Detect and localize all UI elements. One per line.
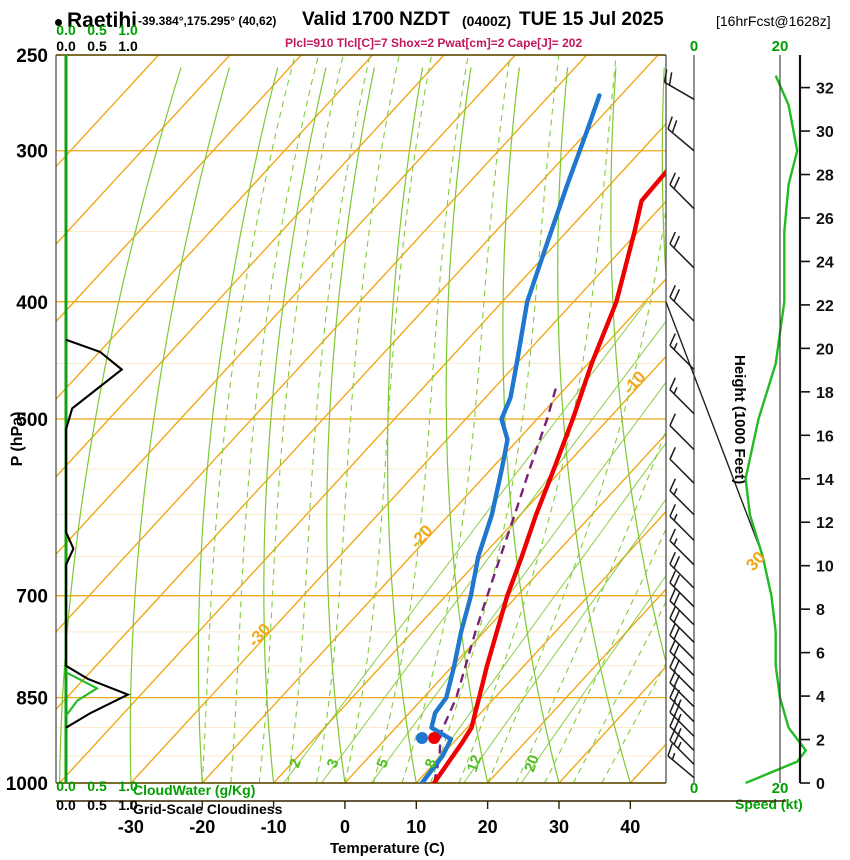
svg-text:24: 24 — [816, 254, 834, 271]
wind-barb-column — [663, 55, 695, 783]
svg-text:20: 20 — [816, 341, 834, 358]
cloudwater-legend-label: CloudWater (g/Kg) — [133, 782, 256, 798]
svg-text:1.0: 1.0 — [118, 38, 138, 54]
plot-frame — [55, 54, 786, 802]
svg-text:0: 0 — [690, 780, 698, 797]
svg-text:0.0: 0.0 — [56, 797, 76, 813]
svg-text:16: 16 — [816, 428, 834, 445]
svg-text:0.0: 0.0 — [56, 38, 76, 54]
svg-text:4: 4 — [816, 689, 825, 706]
cloudiness-profile — [64, 338, 131, 729]
svg-text:0.5: 0.5 — [87, 22, 107, 38]
svg-text:850: 850 — [16, 689, 48, 710]
svg-text:0.0: 0.0 — [56, 778, 76, 794]
temperature-axis-label: Temperature (C) — [330, 840, 445, 857]
svg-text:20: 20 — [521, 753, 543, 774]
svg-text:10: 10 — [406, 817, 426, 837]
svg-text:0: 0 — [816, 776, 825, 793]
svg-text:40: 40 — [620, 817, 640, 837]
svg-text:1.0: 1.0 — [118, 797, 138, 813]
svg-text:0.5: 0.5 — [87, 38, 107, 54]
svg-text:0: 0 — [340, 817, 350, 837]
svg-text:0.0: 0.0 — [56, 22, 76, 38]
station-coordinates: -39.384°,175.295° (40,62) — [138, 14, 277, 28]
svg-text:14: 14 — [816, 472, 834, 489]
wind-speed-profile — [744, 55, 808, 785]
forecast-hour: [16hrFcst@1628z] — [716, 13, 831, 29]
svg-text:30: 30 — [816, 124, 834, 141]
svg-text:300: 300 — [16, 142, 48, 163]
sounding-parameters: Plcl=910 Tlcl[C]=7 Shox=2 Pwat[cm]=2 Cap… — [285, 36, 583, 50]
valid-time-zulu: (0400Z) — [462, 13, 512, 29]
cloudiness-legend-label: Grid-Scale Cloudiness — [133, 801, 283, 817]
svg-text:18: 18 — [816, 385, 834, 402]
svg-text:0: 0 — [690, 38, 698, 55]
svg-text:12: 12 — [464, 753, 486, 774]
valid-time: Valid 1700 NZDT — [302, 9, 450, 30]
svg-text:26: 26 — [816, 211, 834, 228]
svg-text:-20: -20 — [189, 817, 215, 837]
station-name: Raetihi — [67, 9, 138, 32]
svg-text:1.0: 1.0 — [118, 778, 138, 794]
svg-text:1.0: 1.0 — [118, 22, 138, 38]
svg-text:6: 6 — [816, 646, 825, 663]
speed-axis-label: Speed (kt) — [735, 796, 803, 812]
svg-text:1000: 1000 — [6, 774, 48, 795]
svg-text:-10: -10 — [261, 817, 287, 837]
svg-text:10: 10 — [816, 559, 834, 576]
svg-text:0.5: 0.5 — [87, 797, 107, 813]
sounding-traces — [416, 93, 666, 783]
svg-text:700: 700 — [16, 587, 48, 608]
svg-text:0.5: 0.5 — [87, 778, 107, 794]
station-marker-dot — [55, 19, 62, 26]
svg-text:-20: -20 — [406, 521, 437, 552]
svg-text:20: 20 — [772, 780, 789, 797]
svg-text:30: 30 — [549, 817, 569, 837]
svg-text:400: 400 — [16, 293, 48, 314]
svg-text:20: 20 — [772, 38, 789, 55]
svg-text:-30: -30 — [118, 817, 144, 837]
svg-text:500: 500 — [16, 410, 48, 431]
dry-adiabat-lines — [59, 67, 666, 783]
svg-text:22: 22 — [816, 298, 834, 315]
svg-text:20: 20 — [478, 817, 498, 837]
svg-text:8: 8 — [816, 602, 825, 619]
svg-text:-10: -10 — [619, 367, 650, 398]
svg-text:250: 250 — [16, 46, 48, 67]
valid-date: TUE 15 Jul 2025 — [519, 9, 664, 30]
svg-text:28: 28 — [816, 168, 834, 185]
svg-text:12: 12 — [816, 515, 834, 532]
svg-text:32: 32 — [816, 81, 834, 98]
svg-text:2: 2 — [816, 733, 825, 750]
